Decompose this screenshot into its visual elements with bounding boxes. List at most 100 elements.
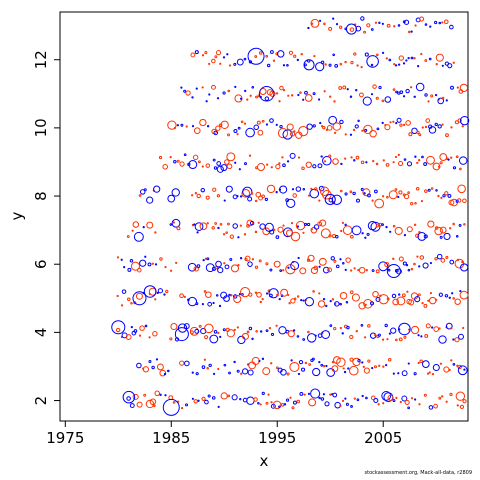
negative-residual-point (190, 52, 196, 58)
negative-residual-point (386, 23, 391, 28)
positive-residual-point (376, 127, 380, 131)
positive-residual-point (194, 50, 199, 55)
positive-residual-point (136, 362, 142, 369)
negative-residual-point (289, 361, 300, 373)
negative-residual-point (199, 222, 208, 231)
positive-residual-point (147, 262, 152, 267)
negative-residual-point (420, 52, 423, 56)
negative-residual-point (165, 289, 169, 294)
positive-residual-point (449, 259, 455, 265)
negative-residual-point (328, 154, 332, 158)
negative-residual-point (410, 267, 414, 271)
positive-residual-point (233, 128, 238, 133)
negative-residual-point (211, 226, 215, 230)
positive-residual-point (239, 257, 243, 260)
negative-residual-point (384, 261, 390, 268)
positive-residual-point (282, 163, 286, 168)
positive-residual-point (237, 236, 240, 239)
positive-residual-point (185, 403, 189, 407)
positive-residual-point (123, 266, 126, 269)
positive-residual-point (306, 222, 311, 227)
positive-residual-point (176, 124, 179, 127)
negative-residual-point (225, 231, 228, 234)
plot-frame (59, 11, 469, 422)
positive-residual-point (296, 58, 300, 62)
negative-residual-point (427, 299, 430, 302)
negative-residual-point (375, 96, 379, 100)
positive-residual-point (417, 334, 420, 337)
positive-residual-point (450, 85, 454, 90)
positive-residual-point (423, 234, 428, 239)
positive-residual-point (436, 253, 443, 260)
negative-residual-point (384, 124, 391, 131)
positive-residual-point (403, 19, 410, 25)
negative-residual-point (398, 190, 403, 195)
positive-residual-point (384, 323, 388, 328)
positive-residual-point (201, 365, 206, 369)
positive-residual-point (132, 291, 147, 306)
y-axis-label: y (8, 211, 26, 220)
positive-residual-point (212, 301, 215, 305)
negative-residual-point (249, 94, 252, 97)
negative-residual-point (433, 403, 438, 409)
negative-residual-point (258, 51, 263, 55)
negative-residual-point (457, 118, 462, 123)
positive-residual-point (211, 396, 216, 400)
positive-residual-point (261, 357, 265, 361)
negative-residual-point (355, 155, 360, 160)
positive-residual-point (332, 392, 338, 398)
positive-residual-point (253, 124, 259, 131)
positive-residual-point (345, 300, 349, 304)
y-tick-label: 4 (32, 328, 50, 338)
negative-residual-point (392, 161, 395, 164)
negative-residual-point (441, 395, 444, 398)
negative-residual-point (459, 167, 462, 171)
positive-residual-point (278, 405, 281, 409)
negative-residual-point (448, 368, 451, 372)
positive-residual-point (329, 324, 333, 327)
positive-residual-point (452, 363, 456, 366)
negative-residual-point (179, 161, 185, 167)
positive-residual-point (234, 161, 237, 164)
positive-residual-point (307, 392, 311, 395)
negative-residual-point (297, 156, 301, 159)
positive-residual-point (320, 363, 324, 367)
negative-residual-point (392, 298, 400, 306)
negative-residual-point (257, 129, 264, 136)
negative-residual-point (443, 366, 450, 373)
positive-residual-point (329, 300, 332, 303)
positive-residual-point (363, 192, 366, 195)
negative-residual-point (296, 295, 300, 298)
negative-residual-point (332, 158, 339, 165)
negative-residual-point (323, 22, 326, 26)
positive-residual-point (437, 97, 445, 105)
negative-residual-point (374, 333, 377, 337)
negative-residual-point (203, 290, 207, 293)
positive-residual-point (438, 335, 447, 344)
negative-residual-point (333, 259, 337, 263)
positive-residual-point (275, 123, 278, 126)
positive-residual-point (269, 229, 275, 235)
positive-residual-point (414, 296, 421, 303)
negative-residual-point (424, 59, 428, 62)
negative-residual-point (375, 162, 379, 166)
negative-residual-point (332, 234, 337, 239)
negative-residual-point (364, 336, 367, 339)
positive-residual-point (347, 367, 350, 370)
positive-residual-point (362, 96, 372, 106)
negative-residual-point (151, 262, 154, 265)
positive-residual-point (366, 232, 370, 237)
positive-residual-point (223, 199, 226, 202)
negative-residual-point (146, 221, 154, 229)
negative-residual-point (152, 331, 158, 337)
negative-residual-point (288, 50, 294, 55)
positive-residual-point (216, 165, 224, 173)
positive-residual-point (280, 369, 287, 376)
negative-residual-point (454, 258, 465, 269)
negative-residual-point (441, 21, 444, 24)
positive-residual-point (318, 185, 325, 192)
positive-residual-point (381, 51, 385, 55)
positive-residual-point (320, 155, 323, 158)
negative-residual-point (421, 126, 424, 129)
positive-residual-point (139, 189, 146, 195)
